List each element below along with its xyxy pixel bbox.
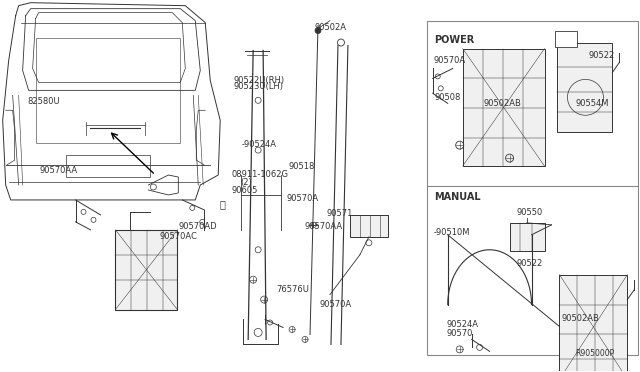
Bar [556,31,577,46]
Text: POWER: POWER [434,35,474,45]
Bar [559,275,627,372]
Text: R905000P: R905000P [575,349,614,358]
Text: 90605: 90605 [232,186,259,195]
Text: 90522: 90522 [588,51,614,60]
Bar [557,42,612,132]
Text: 90571: 90571 [326,209,353,218]
Text: (2): (2) [240,178,252,187]
Text: 08911-1062G: 08911-1062G [232,170,289,179]
Text: 90570A: 90570A [320,300,352,309]
Text: 90570A: 90570A [434,56,466,65]
Text: 90550: 90550 [516,208,543,217]
Text: 90570AC: 90570AC [159,231,197,241]
Text: 82580U: 82580U [28,97,60,106]
Text: 90570: 90570 [447,329,473,338]
Text: -90524A: -90524A [242,140,277,149]
Text: 90570AD: 90570AD [178,221,217,231]
Text: Ⓑ: Ⓑ [220,199,225,209]
Text: 90518: 90518 [288,162,314,171]
Text: 90554M: 90554M [575,99,609,108]
Bar [350,215,388,237]
Text: 76576U: 76576U [276,285,310,294]
Bar [36,38,179,143]
Bar [463,48,545,166]
Text: 90502A: 90502A [315,23,347,32]
Text: 90524A: 90524A [447,321,479,330]
Bar [100,120,129,138]
Text: 90502AB: 90502AB [483,99,522,108]
Bar [65,155,150,177]
Text: 90570AA: 90570AA [304,221,342,231]
Text: 90570AA: 90570AA [39,166,77,175]
Text: 90502AB: 90502AB [561,314,599,323]
Text: 90570A: 90570A [287,195,319,203]
Bar [428,21,638,355]
Circle shape [315,28,321,33]
Text: 90508: 90508 [435,93,461,102]
Bar [115,230,177,310]
Bar [509,223,545,251]
Text: MANUAL: MANUAL [434,192,480,202]
Text: 90522U(RH): 90522U(RH) [234,76,285,85]
Text: 90523U(LH): 90523U(LH) [234,82,284,91]
Text: -90510M: -90510M [434,228,470,237]
Text: 90522: 90522 [516,259,543,268]
